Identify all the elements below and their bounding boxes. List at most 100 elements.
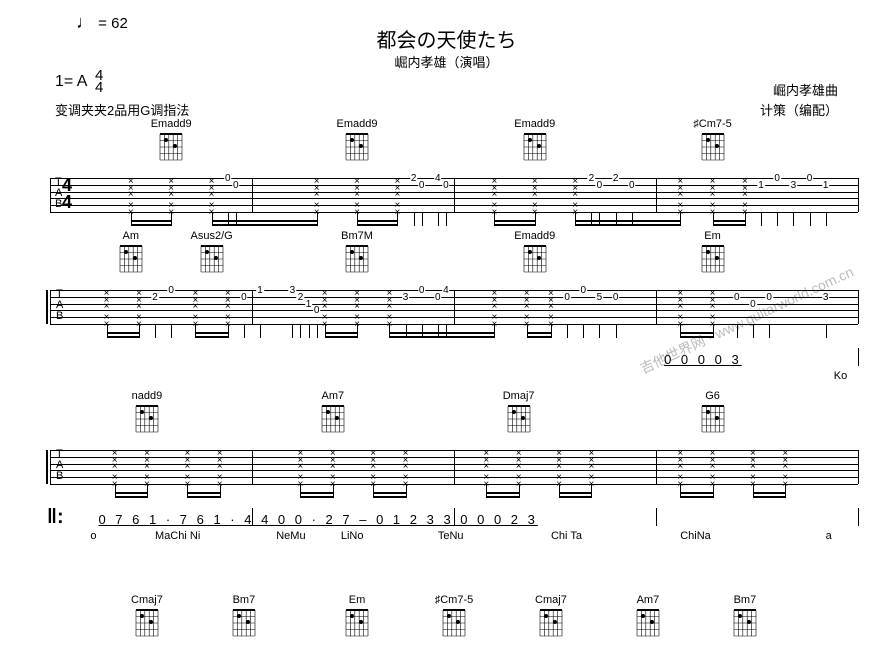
note-stem bbox=[438, 212, 439, 226]
beam bbox=[357, 220, 397, 222]
barline bbox=[858, 508, 859, 526]
beam bbox=[486, 492, 518, 494]
beam bbox=[559, 492, 591, 494]
chord-grid-svg bbox=[199, 242, 225, 276]
note-stem bbox=[438, 324, 439, 338]
note-stem bbox=[357, 324, 358, 338]
chord-grid-svg bbox=[700, 242, 726, 276]
note-stem bbox=[761, 212, 762, 226]
time-signature-staff: 44 bbox=[62, 177, 72, 211]
strum-mark: × bbox=[395, 189, 401, 200]
chord-label: Bm7M bbox=[341, 230, 373, 242]
chord-grid-svg bbox=[538, 606, 564, 640]
beam bbox=[559, 496, 591, 498]
beam bbox=[486, 496, 518, 498]
note-stem bbox=[292, 324, 293, 338]
chord-diagram bbox=[700, 130, 726, 164]
note-stem bbox=[599, 324, 600, 338]
chord-label: Am7 bbox=[321, 390, 344, 402]
chord-grid-svg bbox=[732, 606, 758, 640]
chord-grid-svg bbox=[700, 402, 726, 436]
tab-label: TAB bbox=[56, 289, 63, 322]
fret-number: 0 bbox=[628, 180, 636, 191]
strum-mark: × bbox=[483, 461, 489, 472]
lyric: NeMu bbox=[276, 530, 305, 542]
barline bbox=[454, 178, 455, 212]
system-bracket bbox=[46, 450, 51, 484]
note-stem bbox=[826, 212, 827, 226]
beam bbox=[107, 332, 139, 334]
note-stem bbox=[228, 212, 229, 226]
repeat-start: ‖: bbox=[47, 506, 64, 529]
note-stem bbox=[317, 324, 318, 338]
barline bbox=[656, 290, 657, 324]
strum-mark: × bbox=[386, 301, 392, 312]
strum-mark: × bbox=[742, 189, 748, 200]
note-stem bbox=[535, 212, 536, 226]
beam bbox=[325, 332, 357, 334]
fret-number: 0 bbox=[167, 285, 175, 296]
chord-grid-svg bbox=[118, 242, 144, 276]
strum-mark: × bbox=[104, 301, 110, 312]
beam bbox=[373, 492, 405, 494]
strum-mark: × bbox=[710, 301, 716, 312]
fret-number: 2 bbox=[410, 173, 418, 184]
lyric: o bbox=[90, 530, 96, 542]
chord-grid-svg bbox=[344, 130, 370, 164]
chord-diagram bbox=[118, 242, 144, 276]
chord-label: Am bbox=[123, 230, 140, 242]
chord-diagram bbox=[134, 402, 160, 436]
barline bbox=[252, 450, 253, 484]
barline bbox=[858, 178, 859, 212]
capo-note: 变调夹夹2品用G调指法 bbox=[55, 100, 189, 119]
fret-number: 3 bbox=[289, 285, 297, 296]
tab-system: nadd9Am7Dmaj7G6×××××××××××××××××××××××××… bbox=[50, 450, 858, 580]
chord-label: Bm7 bbox=[233, 594, 256, 606]
fret-number: 0 bbox=[434, 292, 442, 303]
note-stem bbox=[333, 484, 334, 498]
chord-label: Emadd9 bbox=[514, 118, 555, 130]
beam bbox=[300, 496, 332, 498]
arranger-credit: 计策（编配） bbox=[760, 100, 838, 119]
lyric: a bbox=[826, 530, 832, 542]
fret-number: 2 bbox=[588, 173, 596, 184]
fret-number: 4 bbox=[442, 285, 450, 296]
fret-number: 0 bbox=[806, 173, 814, 184]
fret-number: 1 bbox=[822, 180, 830, 191]
chord-diagram bbox=[522, 242, 548, 276]
strum-mark: × bbox=[782, 461, 788, 472]
tab-system: AmAsus2/GBm7MEmadd9Em×××××××××××××××××××… bbox=[50, 290, 858, 420]
beam bbox=[115, 496, 147, 498]
strum-mark: × bbox=[144, 461, 150, 472]
chord-label: ♯Cm7-5 bbox=[693, 118, 732, 130]
fret-number: 3 bbox=[822, 292, 830, 303]
fret-number: 1 bbox=[256, 285, 264, 296]
page-title: 都会の天使たち bbox=[0, 24, 893, 53]
fret-number: 2 bbox=[612, 173, 620, 184]
lyric: TeNu bbox=[438, 530, 464, 542]
note-stem bbox=[519, 484, 520, 498]
beam bbox=[680, 332, 712, 334]
chord-diagram bbox=[199, 242, 225, 276]
beam bbox=[131, 224, 171, 226]
chord-diagram bbox=[320, 402, 346, 436]
note-stem bbox=[317, 212, 318, 226]
beam bbox=[187, 492, 219, 494]
fret-number: 0 bbox=[596, 180, 604, 191]
strum-mark: × bbox=[710, 189, 716, 200]
strum-mark: × bbox=[136, 301, 142, 312]
beam bbox=[131, 220, 171, 222]
note-stem bbox=[583, 324, 584, 338]
strum-mark: × bbox=[532, 189, 538, 200]
beam bbox=[527, 332, 551, 334]
beam bbox=[753, 492, 785, 494]
barline bbox=[656, 178, 657, 212]
chord-diagram bbox=[522, 130, 548, 164]
note-stem bbox=[737, 324, 738, 338]
strum-mark: × bbox=[193, 301, 199, 312]
numbered-notation: 0 0 0 0 3 bbox=[664, 352, 742, 367]
chord-label: ♯Cm7-5 bbox=[435, 594, 474, 606]
strum-mark: × bbox=[677, 189, 683, 200]
chord-grid-svg bbox=[522, 242, 548, 276]
lyric: LiNo bbox=[341, 530, 364, 542]
